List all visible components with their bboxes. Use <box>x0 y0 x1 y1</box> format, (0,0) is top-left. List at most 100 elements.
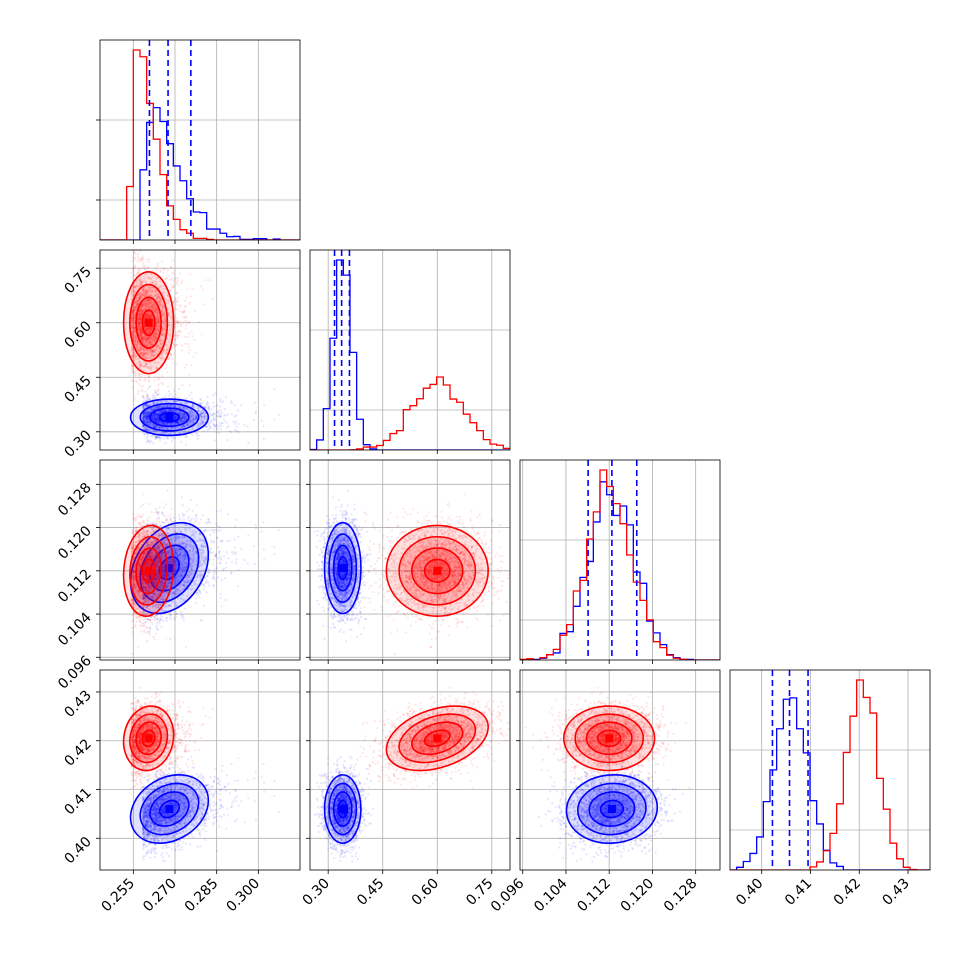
scatter-point <box>152 407 155 411</box>
scatter-point <box>176 421 179 424</box>
scatter-point <box>179 310 182 313</box>
scatter-point <box>165 427 168 431</box>
scatter-point <box>171 357 174 360</box>
scatter-point <box>141 394 144 397</box>
scatter-point <box>155 421 158 424</box>
scatter-point <box>181 415 184 418</box>
scatter-point <box>189 419 192 422</box>
scatter-point <box>155 425 158 428</box>
scatter-point <box>146 398 149 401</box>
scatter-point <box>154 396 157 399</box>
scatter-point <box>142 416 145 419</box>
scatter-point <box>172 416 176 419</box>
scatter-point <box>174 415 178 418</box>
scatter-point <box>146 415 149 418</box>
scatter-point <box>146 415 149 418</box>
scatter-point <box>163 404 166 407</box>
scatter-point <box>206 395 209 398</box>
scatter-point <box>142 412 145 415</box>
scatter-point <box>181 420 184 423</box>
scatter-point <box>148 380 151 383</box>
scatter-point <box>156 401 159 404</box>
scatter-point <box>145 416 148 419</box>
scatter-point <box>145 420 148 424</box>
scatter-point <box>206 400 209 403</box>
scatter-point <box>145 421 148 424</box>
scatter-point <box>171 427 174 430</box>
scatter-point <box>235 425 238 428</box>
scatter-point <box>169 404 172 407</box>
scatter-point <box>176 337 179 340</box>
scatter-point <box>147 398 150 401</box>
scatter-point <box>161 405 164 408</box>
scatter-point <box>235 429 238 432</box>
scatter-point <box>170 431 173 434</box>
scatter-point <box>146 416 149 419</box>
scatter-point <box>201 401 204 404</box>
scatter-point <box>184 416 188 419</box>
scatter-point <box>186 423 189 426</box>
scatter-point <box>154 406 157 410</box>
scatter-point <box>161 421 164 424</box>
scatter-point <box>212 424 215 427</box>
scatter-point <box>142 424 145 427</box>
scatter-point <box>183 311 186 314</box>
scatter-point <box>188 345 191 348</box>
scatter-point <box>178 412 181 415</box>
scatter-point <box>170 431 173 434</box>
scatter-point <box>159 426 162 429</box>
scatter-point <box>146 393 149 396</box>
scatter-point <box>155 413 158 416</box>
scatter-point <box>205 425 208 428</box>
scatter-point <box>197 434 200 437</box>
scatter-point <box>157 406 160 409</box>
scatter-point <box>180 323 183 326</box>
scatter-point <box>149 430 152 433</box>
scatter-point <box>151 408 154 411</box>
scatter-point <box>164 431 167 434</box>
scatter-point <box>145 419 148 422</box>
scatter-point <box>142 405 145 408</box>
scatter-point <box>201 419 204 422</box>
scatter-point <box>175 282 178 285</box>
scatter-point <box>146 416 149 419</box>
scatter-point <box>152 408 155 411</box>
scatter-point <box>180 416 183 420</box>
scatter-point <box>190 364 193 367</box>
scatter-point <box>144 416 147 419</box>
scatter-point <box>153 379 156 382</box>
scatter-point <box>167 274 170 277</box>
scatter-point <box>214 425 217 428</box>
scatter-point <box>185 413 188 417</box>
scatter-point <box>157 436 160 439</box>
scatter-point <box>166 426 169 429</box>
scatter-point <box>176 324 179 327</box>
scatter-point <box>152 424 155 427</box>
scatter-point <box>207 402 210 405</box>
scatter-point <box>161 410 164 413</box>
scatter-point <box>161 422 164 425</box>
scatter-point <box>154 416 157 419</box>
scatter-point <box>148 420 152 423</box>
scatter-point <box>161 406 164 409</box>
scatter-point <box>187 342 190 345</box>
scatter-point <box>157 418 160 421</box>
scatter-point <box>131 256 134 259</box>
scatter-point <box>166 436 169 439</box>
scatter-point <box>161 410 164 413</box>
scatter-point <box>180 281 183 284</box>
scatter-point <box>150 416 154 419</box>
scatter-point <box>142 416 145 419</box>
scatter-point <box>137 373 140 376</box>
scatter-point <box>192 419 195 422</box>
scatter-point <box>146 417 149 420</box>
scatter-point <box>157 383 160 386</box>
scatter-point <box>146 404 150 407</box>
scatter-point <box>142 412 146 415</box>
scatter-point <box>152 418 155 421</box>
scatter-point <box>237 422 240 425</box>
scatter-point <box>154 419 157 422</box>
scatter-point <box>151 409 154 412</box>
scatter-point <box>147 414 150 417</box>
scatter-point <box>132 270 135 273</box>
